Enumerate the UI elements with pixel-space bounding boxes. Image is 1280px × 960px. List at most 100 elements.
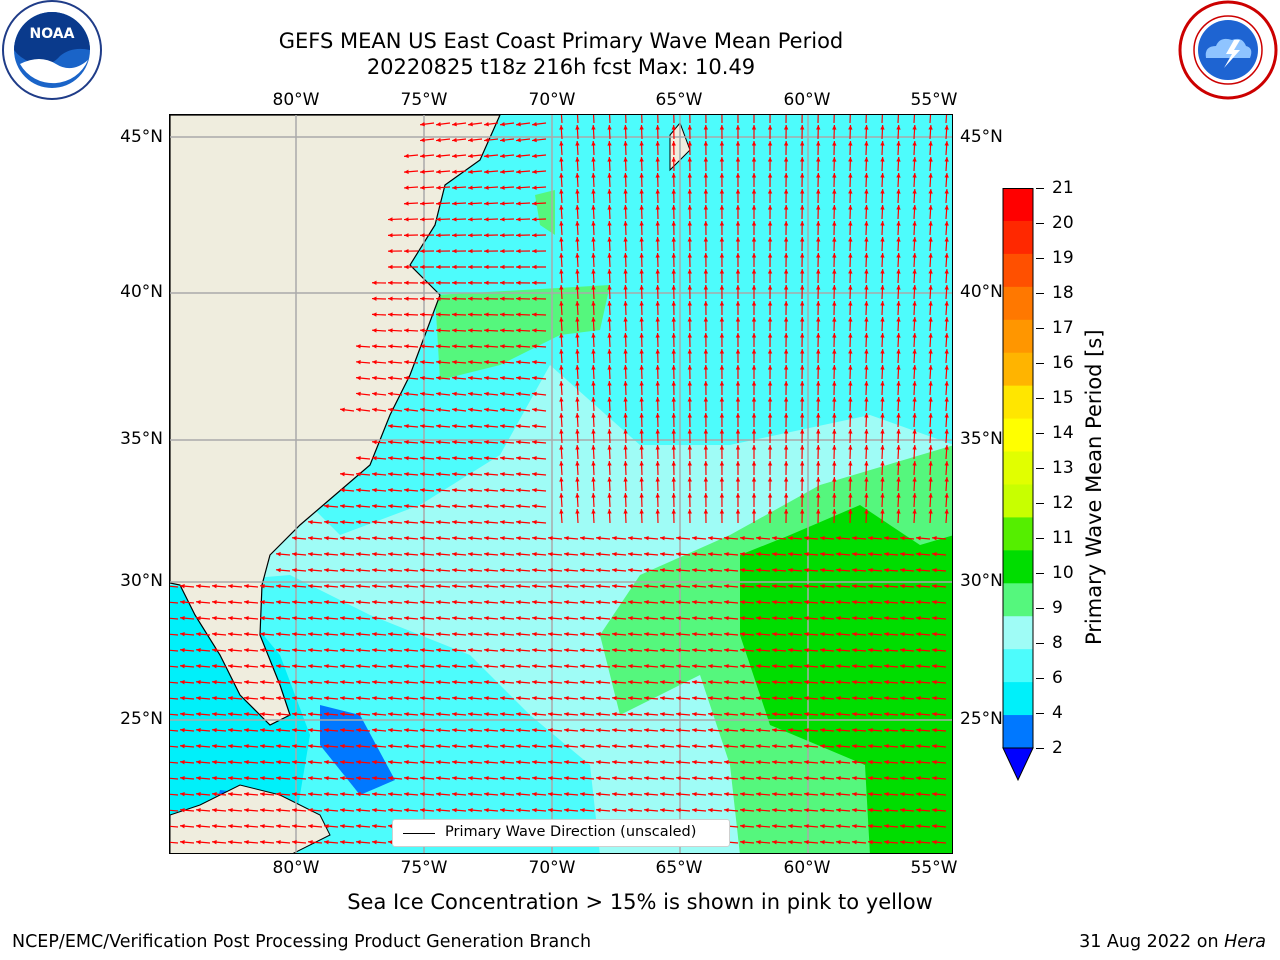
wave-arrow-head xyxy=(912,221,917,226)
wave-arrow-head xyxy=(607,365,612,370)
colorbar-tick-label: 6 xyxy=(1052,668,1063,688)
wave-arrow-head xyxy=(896,253,901,258)
wave-arrow-head xyxy=(916,680,921,685)
wave-arrow-head xyxy=(559,189,564,194)
wave-arrow-head xyxy=(687,269,692,274)
wave-arrow-head xyxy=(180,584,185,589)
wave-arrow-head xyxy=(848,349,853,354)
wave-arrow-head xyxy=(388,312,393,317)
wave-arrow-head xyxy=(703,429,709,434)
wave-arrow-head xyxy=(880,349,885,354)
wave-arrow-head xyxy=(836,776,841,781)
wave-arrow-head xyxy=(751,253,757,258)
colorbar-tick-mark xyxy=(1036,643,1044,644)
wave-arrow-head xyxy=(180,712,185,717)
wave-arrow-head xyxy=(308,616,313,621)
wave-arrow-head xyxy=(884,616,889,621)
wave-arrow-head xyxy=(580,728,585,733)
wave-arrow-head xyxy=(896,221,901,226)
wave-arrow-head xyxy=(591,429,596,434)
wave-arrow-head xyxy=(932,584,937,589)
wave-arrow-head xyxy=(500,648,505,653)
lat-label-left: 30°N xyxy=(120,571,163,591)
wave-arrow-head xyxy=(644,776,649,781)
wave-arrow-head xyxy=(671,157,676,162)
wave-arrow-head xyxy=(703,477,709,482)
wave-arrow-head xyxy=(628,616,633,621)
wave-arrow-head xyxy=(767,189,773,194)
wave-arrow-head xyxy=(516,488,521,493)
wave-arrow-head xyxy=(212,616,217,621)
wave-arrow-head xyxy=(703,365,709,370)
wave-arrow-head xyxy=(532,792,537,797)
wave-arrow-head xyxy=(532,185,537,190)
wave-arrow-head xyxy=(655,205,660,210)
wave-arrow-head xyxy=(500,488,505,493)
wave-arrow-head xyxy=(356,824,361,829)
wave-arrow-head xyxy=(372,776,377,781)
wave-arrow-head xyxy=(864,141,869,146)
wave-arrow-head xyxy=(244,664,249,669)
wave-arrow-head xyxy=(868,808,873,813)
wave-arrow-head xyxy=(671,509,676,514)
wave-arrow-head xyxy=(452,808,457,813)
wave-arrow-head xyxy=(660,632,665,637)
wave-arrow-head xyxy=(655,493,660,498)
wave-arrow-head xyxy=(708,712,713,717)
wave-arrow-head xyxy=(836,808,841,813)
wave-arrow-head xyxy=(703,317,709,322)
wave-arrow-head xyxy=(751,317,757,322)
wave-arrow-head xyxy=(719,125,725,130)
wave-arrow-head xyxy=(900,648,905,653)
wave-arrow-head xyxy=(356,504,361,509)
wave-arrow-head xyxy=(436,520,441,525)
wave-arrow-head xyxy=(708,792,713,797)
wave-arrow-head xyxy=(740,824,745,829)
wave-arrow-head xyxy=(404,360,409,365)
wave-arrow-head xyxy=(816,429,821,434)
wave-arrow-head xyxy=(580,712,585,717)
wave-arrow-head xyxy=(196,712,201,717)
wave-arrow-head xyxy=(703,285,709,290)
wave-arrow-head xyxy=(687,189,692,194)
wave-arrow-head xyxy=(772,696,777,701)
wave-arrow-head xyxy=(612,776,617,781)
wave-arrow-head xyxy=(500,792,505,797)
wave-arrow-head xyxy=(864,317,869,322)
wave-arrow-head xyxy=(420,375,425,381)
wave-arrow-head xyxy=(912,237,917,242)
wave-arrow-head xyxy=(900,808,905,813)
wave-arrow-head xyxy=(468,760,473,765)
wave-arrow-head xyxy=(575,205,580,210)
wave-arrow-head xyxy=(944,253,949,258)
wave-arrow-head xyxy=(340,407,345,412)
wave-arrow-head xyxy=(612,616,617,621)
wave-arrow-head xyxy=(708,760,713,765)
colorbar-tick-mark xyxy=(1036,398,1044,399)
wave-arrow-head xyxy=(783,253,789,258)
wave-arrow-head xyxy=(308,664,313,669)
wave-arrow xyxy=(170,809,179,812)
wave-arrow-head xyxy=(751,269,757,274)
wave-arrow-head xyxy=(703,397,709,402)
wave-arrow-head xyxy=(655,381,660,386)
wave-arrow-head xyxy=(564,664,569,669)
wave-arrow-head xyxy=(244,776,249,781)
wave-arrow-head xyxy=(356,520,361,525)
wave-arrow-head xyxy=(420,600,425,605)
wave-arrow-head xyxy=(820,776,825,781)
wave-arrow-head xyxy=(687,253,692,258)
wave-arrow-head xyxy=(260,696,265,701)
wave-arrow-head xyxy=(468,552,473,557)
wave-arrow-head xyxy=(623,349,628,354)
wave-arrow-head xyxy=(260,760,265,765)
field-9-10s xyxy=(535,190,555,235)
colorbar-tick-mark xyxy=(1036,223,1044,224)
wave-arrow-head xyxy=(703,221,709,226)
wave-arrow-head xyxy=(484,375,489,381)
wave-arrow-head xyxy=(372,360,377,365)
wave-arrow-head xyxy=(388,568,393,573)
lon-label-bottom: 55°W xyxy=(910,858,958,878)
wave-arrow-head xyxy=(356,552,361,557)
wave-arrow-head xyxy=(532,137,537,143)
